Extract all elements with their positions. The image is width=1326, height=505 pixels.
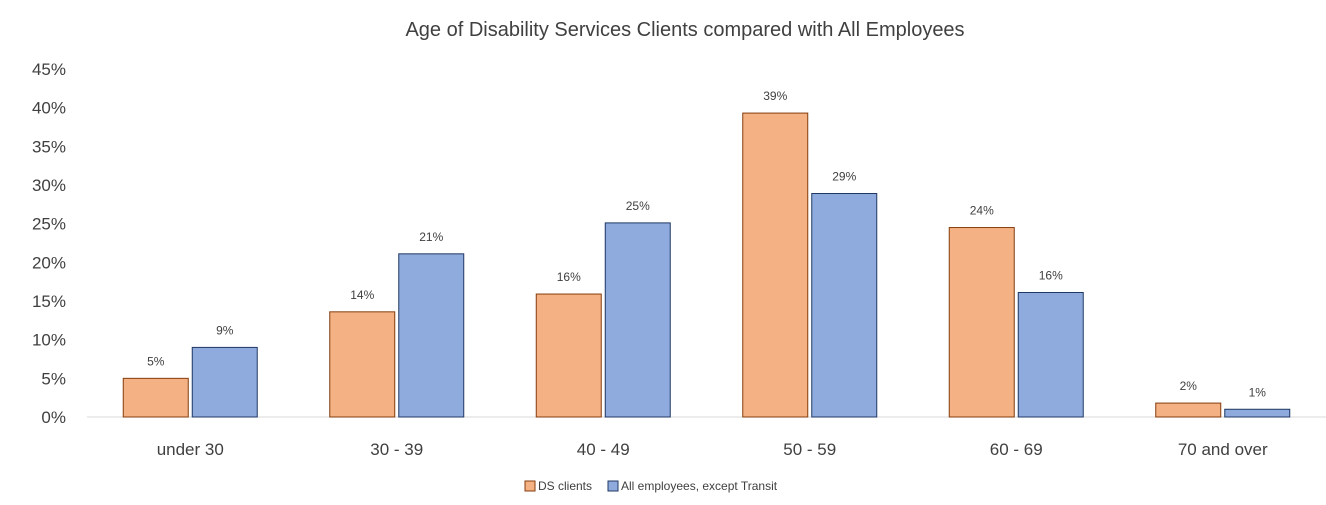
bar: [535, 293, 602, 418]
data-label: 29%: [832, 170, 856, 184]
x-tick-label: 30 - 39: [370, 440, 423, 459]
bar: [329, 311, 396, 418]
y-tick-label: 45%: [32, 60, 66, 79]
data-label: 5%: [147, 354, 165, 368]
x-tick-label: 40 - 49: [577, 440, 630, 459]
data-label: 2%: [1180, 379, 1198, 393]
data-label: 25%: [626, 199, 650, 213]
legend: DS clients All employees, except Transit: [524, 479, 778, 493]
y-axis: 0% 5% 10% 15% 20% 25% 30% 35% 40% 45%: [32, 60, 66, 427]
x-tick-label: 50 - 59: [783, 440, 836, 459]
bars-group: [122, 112, 1291, 418]
x-tick-label: 70 and over: [1178, 440, 1268, 459]
bar: [1017, 291, 1084, 418]
y-tick-label: 40%: [32, 99, 66, 118]
data-label: 1%: [1249, 385, 1267, 399]
bar: [122, 377, 189, 418]
bar: [1155, 402, 1222, 418]
x-tick-label: under 30: [157, 440, 224, 459]
legend-label: DS clients: [538, 479, 592, 493]
data-label: 14%: [350, 288, 374, 302]
legend-swatch: [607, 480, 619, 492]
bar: [811, 193, 878, 418]
data-labels-group: 5% 9% 14% 21% 16% 25% 39% 29% 24% 16% 2% 1%: [147, 89, 1266, 399]
y-tick-label: 0%: [41, 408, 66, 427]
y-tick-label: 20%: [32, 253, 66, 272]
bar: [604, 222, 671, 418]
bar: [1224, 408, 1291, 418]
y-tick-label: 25%: [32, 215, 66, 234]
y-tick-label: 10%: [32, 331, 66, 350]
bar: [398, 253, 465, 418]
data-label: 24%: [970, 204, 994, 218]
bar: [948, 227, 1015, 418]
bar: [742, 112, 809, 418]
bar: [191, 346, 258, 418]
y-tick-label: 15%: [32, 292, 66, 311]
data-label: 21%: [419, 230, 443, 244]
data-label: 39%: [763, 89, 787, 103]
x-tick-label: 60 - 69: [990, 440, 1043, 459]
y-tick-label: 5%: [41, 369, 66, 388]
chart-title: Age of Disability Services Clients compa…: [405, 19, 964, 41]
data-label: 16%: [557, 270, 581, 284]
data-label: 16%: [1039, 268, 1063, 282]
y-tick-label: 35%: [32, 137, 66, 156]
y-tick-label: 30%: [32, 176, 66, 195]
data-label: 9%: [216, 323, 234, 337]
legend-label: All employees, except Transit: [621, 479, 778, 493]
legend-swatch: [524, 480, 536, 492]
x-axis: under 30 30 - 39 40 - 49 50 - 59 60 - 69 70 a…: [87, 416, 1326, 459]
